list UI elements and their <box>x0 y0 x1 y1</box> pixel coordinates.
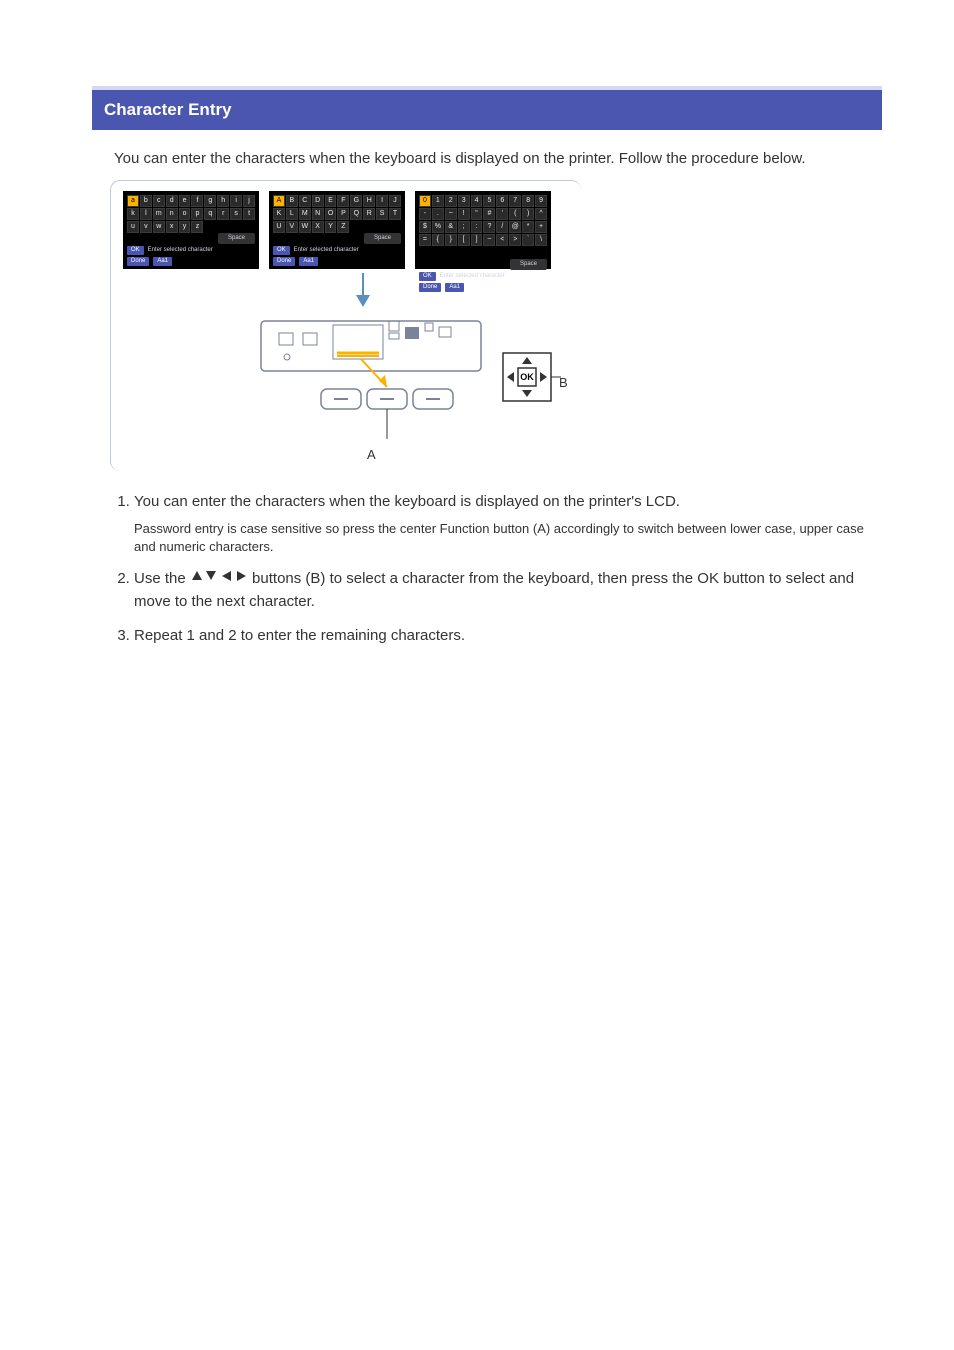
label-a: A <box>367 445 376 465</box>
page-title: Character Entry <box>92 86 882 130</box>
keyboard-uppercase: ABCDEFGHIJKLMNOPQRSTUVWXYZSpaceOKEnter s… <box>269 191 405 269</box>
step-1: You can enter the characters when the ke… <box>134 491 882 556</box>
intro-text: You can enter the characters when the ke… <box>114 148 882 171</box>
keyboard-symbols: 0123456789-.~!"#'()^$%&;:?/@*+={}[]~<>`\… <box>415 191 551 269</box>
step-2: Use the buttons (B) to select a characte… <box>134 568 882 613</box>
connector-arrow-down-icon <box>343 273 383 309</box>
figure: abcdefghijklmnopqrstuvwxyzSpaceOKEnter s… <box>110 180 581 471</box>
steps-list: You can enter the characters when the ke… <box>112 491 882 648</box>
page: Character Entry You can enter the charac… <box>0 0 954 1350</box>
step-3-text: Repeat 1 and 2 to enter the remaining ch… <box>134 627 465 644</box>
step-1-note: Password entry is case sensitive so pres… <box>134 520 882 556</box>
step-1-text: You can enter the characters when the ke… <box>134 493 680 510</box>
keyboard-row: abcdefghijklmnopqrstuvwxyzSpaceOKEnter s… <box>111 181 581 269</box>
dpad-arrows-icon <box>190 568 248 591</box>
step-3: Repeat 1 and 2 to enter the remaining ch… <box>134 625 882 648</box>
keyboard-lowercase: abcdefghijklmnopqrstuvwxyzSpaceOKEnter s… <box>123 191 259 269</box>
device-illustration: OK <box>251 311 561 451</box>
svg-text:OK: OK <box>520 372 534 382</box>
step-2-text-a: Use the <box>134 570 190 587</box>
label-b: B <box>559 373 568 393</box>
